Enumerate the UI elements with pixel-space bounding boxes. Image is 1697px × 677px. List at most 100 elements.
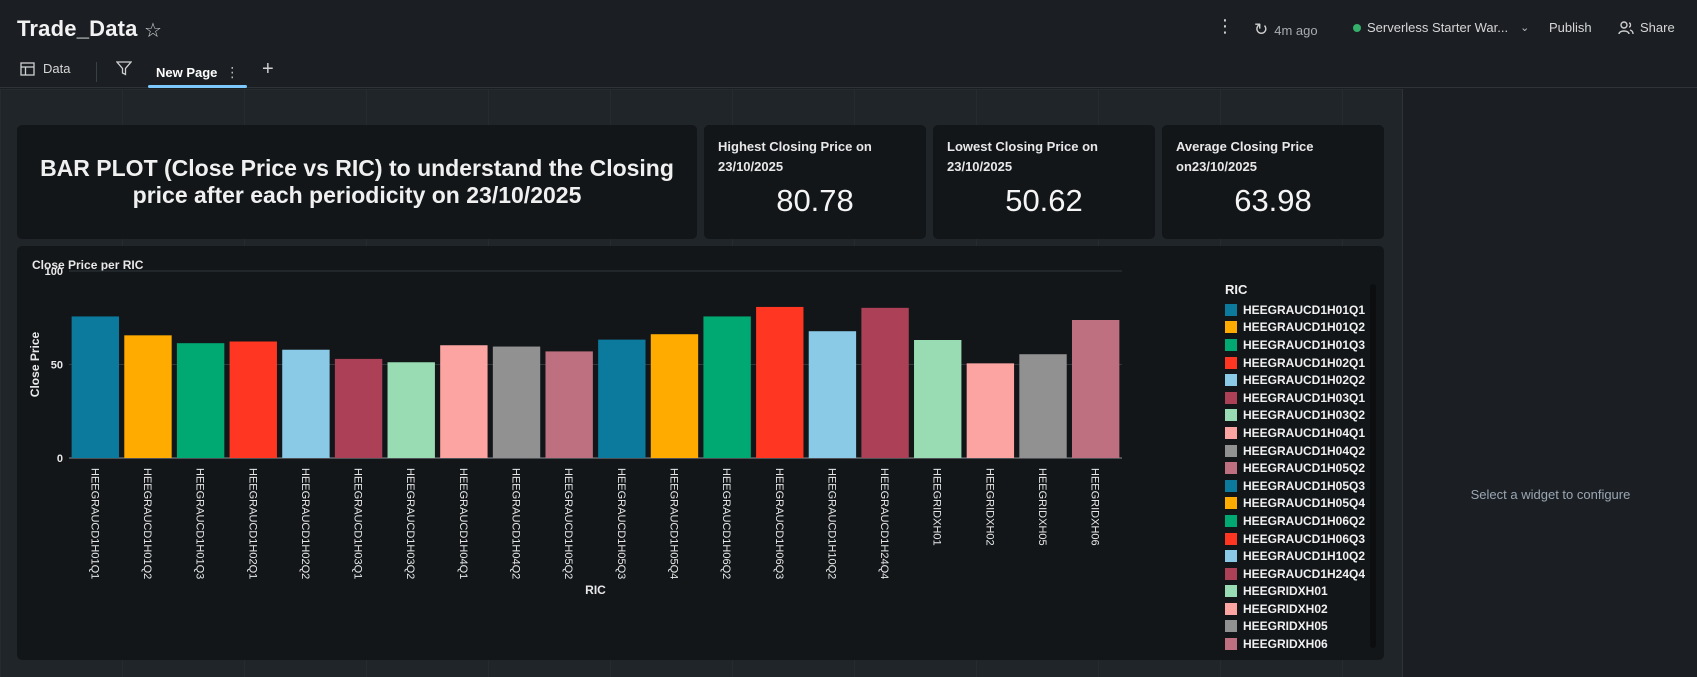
page-tabs: Data New Page ⋮ + [0, 56, 1697, 88]
bar[interactable] [124, 335, 172, 458]
refresh-button[interactable]: ↻ 4m ago [1254, 20, 1318, 40]
legend-item[interactable]: HEEGRAUCD1H04Q2 [1225, 442, 1383, 460]
bar[interactable] [71, 316, 120, 458]
legend-swatch [1225, 514, 1237, 527]
bar[interactable] [1071, 319, 1120, 458]
bar[interactable] [650, 334, 699, 458]
legend-swatch [1225, 321, 1237, 334]
legend-item[interactable]: HEEGRAUCD1H24Q4 [1225, 565, 1383, 583]
star-icon[interactable]: ☆ [144, 20, 162, 42]
x-tick-label: HEEGRAUCD1H05Q3 [615, 468, 627, 579]
bar[interactable] [387, 362, 435, 458]
bar[interactable] [756, 306, 804, 458]
dashboard-title[interactable]: Trade_Data [17, 16, 138, 41]
legend-swatch [1225, 303, 1237, 316]
legend-label: HEEGRIDXH02 [1243, 601, 1328, 616]
x-tick-label: HEEGRAUCD1H10Q2 [825, 468, 837, 579]
warehouse-selector[interactable]: Serverless Starter War... ⌄ [1353, 20, 1529, 35]
legend-label: HEEGRIDXH01 [1243, 584, 1328, 599]
legend-label: HEEGRAUCD1H05Q2 [1243, 461, 1366, 476]
legend-swatch [1225, 497, 1237, 510]
legend-item[interactable]: HEEGRIDXH01 [1225, 583, 1383, 601]
bar[interactable] [492, 346, 541, 458]
legend-item[interactable]: HEEGRIDXH02 [1225, 600, 1383, 618]
legend-label: HEEGRIDXH05 [1243, 619, 1328, 634]
bar[interactable] [334, 358, 383, 458]
y-tick-label: 0 [57, 453, 63, 465]
kpi-value: 63.98 [1234, 183, 1312, 218]
tab-data[interactable]: Data [20, 61, 70, 76]
legend-label: HEEGRAUCD1H04Q2 [1243, 443, 1366, 458]
kpi-label: Highest Closing Price on 23/10/2025 [718, 139, 872, 174]
publish-button[interactable]: Publish [1549, 20, 1592, 35]
bar[interactable] [861, 307, 909, 458]
bar[interactable] [176, 343, 225, 458]
more-options-icon[interactable]: ⋮ [1216, 16, 1234, 36]
legend-item[interactable]: HEEGRAUCD1H04Q1 [1225, 424, 1383, 442]
legend-swatch [1225, 338, 1237, 351]
y-tick-label: 50 [51, 360, 63, 372]
legend-swatch [1225, 567, 1237, 580]
legend-item[interactable]: HEEGRIDXH05 [1225, 618, 1383, 636]
legend-item[interactable]: HEEGRAUCD1H01Q1 [1225, 301, 1383, 319]
filter-icon[interactable] [116, 61, 132, 76]
x-tick-label: HEEGRAUCD1H06Q3 [773, 468, 785, 579]
legend-label: HEEGRAUCD1H03Q2 [1243, 408, 1366, 423]
legend-item[interactable]: HEEGRAUCD1H05Q2 [1225, 459, 1383, 477]
legend-swatch [1225, 426, 1237, 439]
bar[interactable] [598, 339, 646, 458]
bar[interactable] [703, 316, 751, 458]
legend-label: HEEGRAUCD1H03Q1 [1243, 390, 1366, 405]
table-icon [20, 61, 35, 76]
legend-item[interactable]: HEEGRAUCD1H06Q2 [1225, 512, 1383, 530]
legend-label: HEEGRAUCD1H05Q3 [1243, 478, 1366, 493]
legend-item[interactable]: HEEGRAUCD1H03Q1 [1225, 389, 1383, 407]
legend-swatch [1225, 462, 1237, 475]
legend-label: HEEGRAUCD1H01Q3 [1243, 337, 1366, 352]
legend-label: HEEGRAUCD1H06Q2 [1243, 513, 1366, 528]
kpi-value: 50.62 [1005, 183, 1083, 218]
legend-item[interactable]: HEEGRIDXH06 [1225, 635, 1383, 650]
kpi-highest-close[interactable]: Highest Closing Price on 23/10/2025 80.7… [704, 125, 926, 239]
legend-item[interactable]: HEEGRAUCD1H02Q2 [1225, 371, 1383, 389]
kpi-lowest-close[interactable]: Lowest Closing Price on 23/10/2025 50.62 [933, 125, 1155, 239]
legend-swatch [1225, 479, 1237, 492]
legend-swatch [1225, 532, 1237, 545]
legend-scrollbar[interactable] [1370, 284, 1376, 648]
bar[interactable] [440, 345, 488, 458]
bar-chart-widget[interactable]: Close Price per RIC 0 50 100 HEEGRAUCD1H01Q… [17, 246, 1384, 660]
legend-swatch [1225, 391, 1237, 404]
x-tick-label: HEEGRIDXH01 [931, 468, 943, 546]
legend-swatch [1225, 620, 1237, 633]
x-tick-label: HEEGRAUCD1H03Q1 [352, 468, 364, 579]
legend-swatch [1225, 444, 1237, 457]
share-button[interactable]: Share [1618, 20, 1675, 35]
legend-item[interactable]: HEEGRAUCD1H01Q3 [1225, 336, 1383, 354]
legend-item[interactable]: HEEGRAUCD1H06Q3 [1225, 530, 1383, 548]
legend-label: HEEGRAUCD1H01Q1 [1243, 302, 1366, 317]
legend-item[interactable]: HEEGRAUCD1H03Q2 [1225, 407, 1383, 425]
legend-label: HEEGRAUCD1H10Q2 [1243, 549, 1366, 564]
title-widget[interactable]: BAR PLOT (Close Price vs RIC) to underst… [17, 125, 697, 239]
bar[interactable] [282, 349, 330, 458]
legend-label: HEEGRAUCD1H01Q2 [1243, 320, 1366, 335]
x-tick-label: HEEGRIDXH06 [1089, 468, 1101, 546]
warehouse-label: Serverless Starter War... [1367, 20, 1509, 35]
bar[interactable] [1019, 354, 1067, 458]
add-page-icon[interactable]: + [262, 58, 274, 80]
bar[interactable] [229, 341, 277, 458]
bar[interactable] [966, 363, 1015, 458]
bar[interactable] [914, 340, 962, 458]
legend-item[interactable]: HEEGRAUCD1H10Q2 [1225, 547, 1383, 565]
kpi-average-close[interactable]: Average Closing Price on23/10/2025 63.98 [1162, 125, 1384, 239]
tab-options-icon[interactable]: ⋮ [225, 63, 240, 80]
legend-item[interactable]: HEEGRAUCD1H05Q4 [1225, 495, 1383, 513]
legend-swatch [1225, 374, 1237, 387]
legend-item[interactable]: HEEGRAUCD1H02Q1 [1225, 354, 1383, 372]
legend-item[interactable]: HEEGRAUCD1H05Q3 [1225, 477, 1383, 495]
tab-new-page[interactable]: New Page ⋮ [148, 56, 248, 88]
bar[interactable] [545, 351, 593, 458]
kpi-label: Average Closing Price on23/10/2025 [1176, 139, 1314, 174]
legend-item[interactable]: HEEGRAUCD1H01Q2 [1225, 319, 1383, 337]
bar[interactable] [808, 331, 857, 458]
